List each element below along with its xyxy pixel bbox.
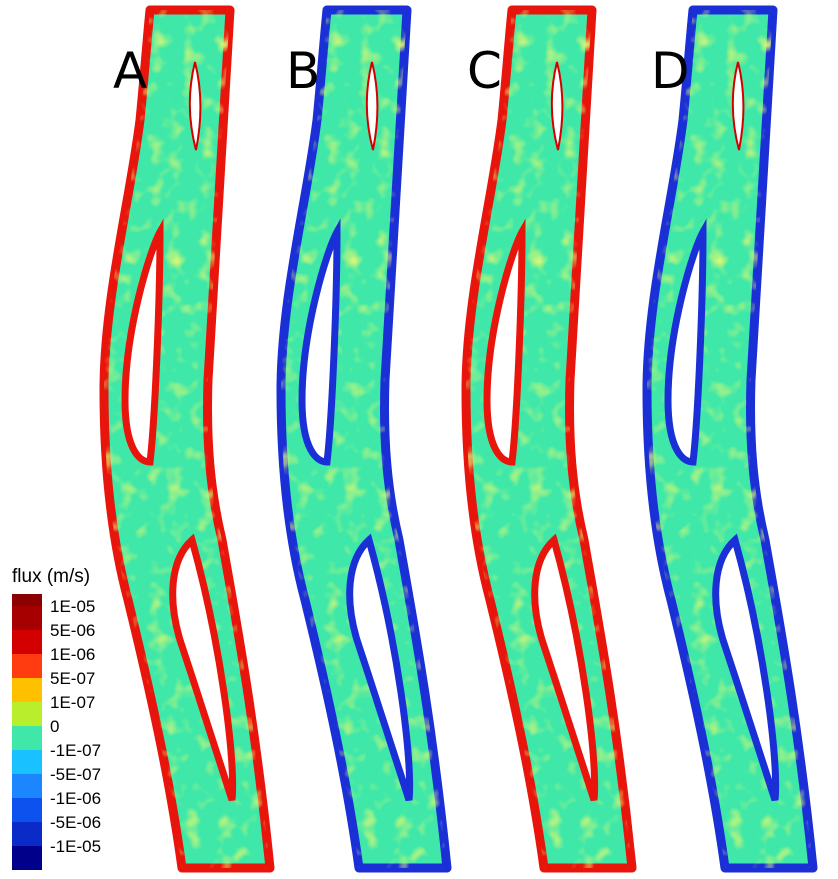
lower-island-hole xyxy=(169,533,237,802)
colorbar-swatch xyxy=(12,846,42,870)
colorbar-tick-label: 5E-06 xyxy=(50,621,96,640)
colorbar-tick-label: -5E-07 xyxy=(50,765,102,784)
flux-panel-a xyxy=(99,5,275,873)
panel-label-d: D xyxy=(651,42,690,100)
colorbar-tick-label: -1E-06 xyxy=(50,789,102,808)
colorbar-swatch xyxy=(12,774,42,798)
colorbar-tick-label: 1E-06 xyxy=(50,645,96,664)
colorbar-tick-label: 1E-07 xyxy=(50,693,96,712)
flux-mottle xyxy=(104,10,270,868)
colorbar-tick-label: 1E-05 xyxy=(50,597,96,616)
upper-island-hole xyxy=(483,218,526,466)
colorbar-swatch xyxy=(12,702,42,726)
colorbar-swatch xyxy=(12,798,42,822)
flux-mottle xyxy=(281,10,447,868)
colorbar-tick-label: -5E-06 xyxy=(50,813,102,832)
colorbar-swatch xyxy=(12,606,42,630)
flux-mottle xyxy=(466,10,632,868)
lower-island-hole xyxy=(712,533,780,802)
colorbar-swatch xyxy=(12,822,42,846)
panel-label-b: B xyxy=(286,42,321,100)
upper-island-hole xyxy=(298,218,341,466)
upper-slit xyxy=(731,61,745,151)
colorbar-tick-label: -1E-05 xyxy=(50,837,102,856)
upper-island-hole xyxy=(121,218,164,466)
colorbar-swatch xyxy=(12,654,42,678)
upper-slit xyxy=(365,61,379,151)
upper-island-hole xyxy=(664,218,707,466)
flux-mottle xyxy=(647,10,813,868)
panel-label-c: C xyxy=(467,42,502,100)
colorbar-tick-label: 5E-07 xyxy=(50,669,96,688)
lower-island-hole xyxy=(346,533,414,802)
flux-panel-c xyxy=(461,5,637,873)
colorbar-swatch xyxy=(12,678,42,702)
legend-title: flux (m/s) xyxy=(12,566,91,587)
panel-label-a: A xyxy=(113,42,148,100)
flux-panel-d xyxy=(642,5,818,873)
colorbar-swatch xyxy=(12,726,42,750)
upper-slit xyxy=(188,61,202,151)
flux-panel-b xyxy=(276,5,452,873)
colorbar-tick-label: 0 xyxy=(50,717,60,736)
upper-slit xyxy=(550,61,564,151)
colorbar-cap xyxy=(12,594,42,606)
lower-island-hole xyxy=(531,533,599,802)
colorbar-swatch xyxy=(12,750,42,774)
colorbar-tick-label: -1E-07 xyxy=(50,741,102,760)
colorbar-swatch xyxy=(12,630,42,654)
